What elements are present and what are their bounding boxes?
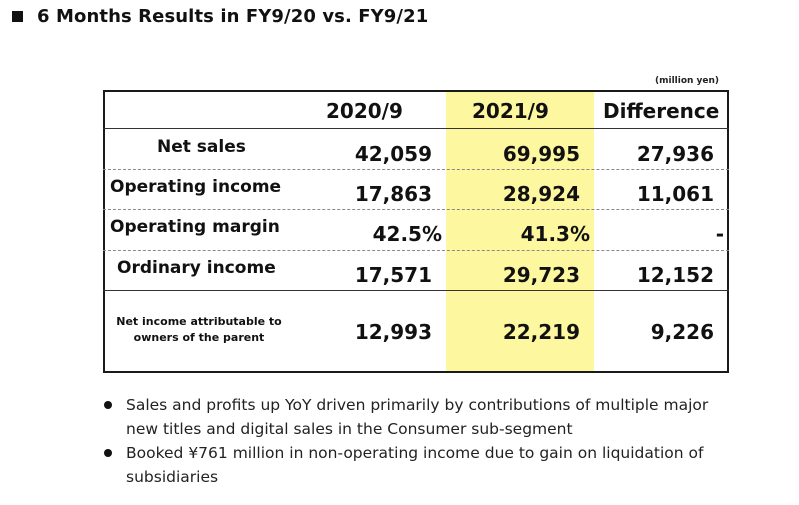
row-divider bbox=[103, 290, 729, 291]
note-item: Sales and profits up YoY driven primaril… bbox=[104, 393, 744, 441]
header-difference: Difference bbox=[603, 99, 720, 123]
row-label-line: owners of the parent bbox=[133, 331, 265, 344]
value-difference: - bbox=[715, 222, 724, 246]
slide-title: 6 Months Results in FY9/20 vs. FY9/21 bbox=[12, 6, 428, 27]
value-2021: 28,924 bbox=[502, 182, 580, 206]
value-2021: 22,219 bbox=[502, 320, 580, 344]
row-label-line: Net income attributable to bbox=[116, 315, 282, 328]
row-label: Net income attributable to owners of the… bbox=[104, 314, 294, 346]
value-2020: 17,571 bbox=[354, 263, 432, 287]
slide-title-text: 6 Months Results in FY9/20 vs. FY9/21 bbox=[37, 6, 429, 27]
row-label: Net sales bbox=[157, 137, 246, 157]
row-divider bbox=[103, 209, 729, 210]
row-label: Operating margin bbox=[110, 217, 280, 237]
value-2021: 69,995 bbox=[502, 142, 580, 166]
row-label: Ordinary income bbox=[117, 258, 276, 278]
row-label: Operating income bbox=[110, 177, 282, 197]
value-2021: 29,723 bbox=[502, 263, 580, 287]
note-line: new titles and digital sales in the Cons… bbox=[126, 420, 573, 438]
note-line: Booked ¥761 million in non-operating inc… bbox=[126, 444, 704, 462]
note-item: Booked ¥761 million in non-operating inc… bbox=[104, 441, 744, 489]
column-highlight-2021 bbox=[446, 90, 594, 373]
value-difference: 12,152 bbox=[636, 263, 714, 287]
value-2020: 12,993 bbox=[354, 320, 432, 344]
bullet-icon bbox=[104, 449, 112, 457]
value-difference: 11,061 bbox=[636, 182, 714, 206]
results-table bbox=[103, 90, 729, 373]
notes-list: Sales and profits up YoY driven primaril… bbox=[104, 393, 744, 489]
value-2020: 42.5% bbox=[372, 222, 442, 246]
bullet-icon bbox=[104, 401, 112, 409]
value-difference: 27,936 bbox=[636, 142, 714, 166]
header-2021: 2021/9 bbox=[472, 99, 549, 123]
note-line: subsidiaries bbox=[126, 468, 219, 486]
value-2020: 42,059 bbox=[354, 142, 432, 166]
value-difference: 9,226 bbox=[650, 320, 714, 344]
value-2020: 17,863 bbox=[354, 182, 432, 206]
unit-note: (million yen) bbox=[655, 76, 720, 86]
row-divider bbox=[103, 250, 729, 251]
value-2021: 41.3% bbox=[520, 222, 590, 246]
row-divider bbox=[103, 169, 729, 170]
header-2020: 2020/9 bbox=[326, 99, 403, 123]
square-bullet-icon bbox=[12, 11, 23, 22]
note-line: Sales and profits up YoY driven primaril… bbox=[126, 396, 709, 414]
header-divider bbox=[103, 128, 729, 129]
